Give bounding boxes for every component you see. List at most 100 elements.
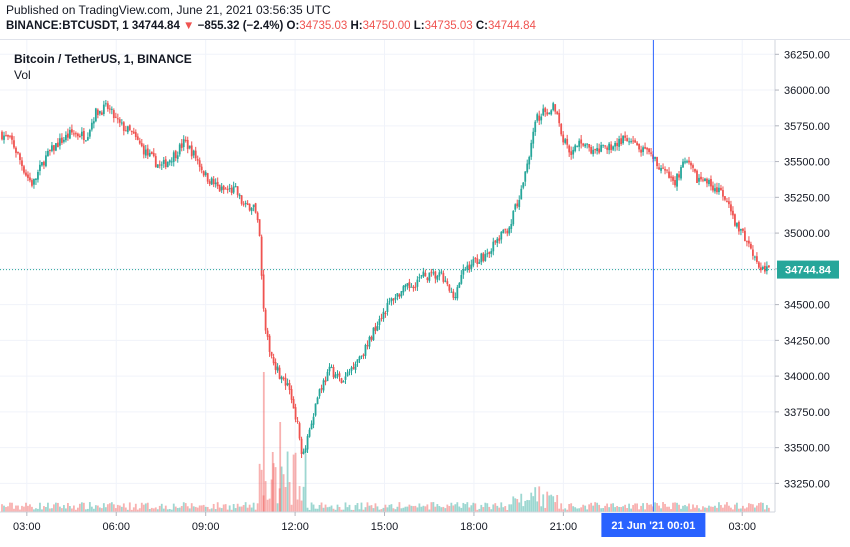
candle-body: [586, 143, 589, 145]
candle-body: [436, 276, 439, 280]
candle-body: [676, 173, 678, 187]
candle-body: [258, 219, 261, 237]
candle-body: [462, 269, 465, 275]
volume-bar: [564, 508, 567, 512]
crosshair-time-tag: [601, 513, 706, 537]
candle-body: [156, 164, 159, 168]
volume-bar: [702, 506, 704, 512]
volume-bar: [194, 506, 197, 512]
volume-bar: [438, 506, 441, 512]
candle-body: [580, 139, 583, 144]
volume-bar: [108, 503, 111, 512]
volume-bar: [390, 504, 393, 512]
candle-body: [622, 135, 624, 144]
candle-body: [65, 134, 67, 141]
volume-bar: [376, 506, 379, 512]
volume-bar: [700, 509, 702, 512]
candle-body: [274, 362, 277, 370]
volume-bar: [336, 504, 339, 512]
volume-bar: [528, 500, 531, 512]
candle-body: [426, 277, 429, 281]
volume-bar: [502, 507, 505, 512]
volume-bar: [538, 486, 541, 512]
volume-bar: [302, 486, 305, 512]
candle-body: [256, 212, 259, 221]
candle-body: [750, 243, 752, 249]
volume-bar: [208, 509, 211, 512]
time-tick-label: 09:00: [192, 521, 220, 533]
volume-bar: [340, 509, 343, 512]
candle-body: [454, 296, 457, 298]
volume-bar: [767, 507, 770, 512]
volume-bar: [642, 503, 644, 512]
candle-body: [312, 416, 315, 425]
volume-bar: [334, 509, 337, 512]
candle-body: [422, 271, 425, 277]
volume-bar: [272, 463, 275, 512]
volume-bar: [562, 509, 565, 512]
volume-bar: [758, 503, 760, 512]
candle-body: [606, 147, 609, 150]
candle-body: [642, 147, 644, 153]
price-chart[interactable]: 36250.00 36000.00 35750.00 35500.00 35250.00…: [0, 40, 850, 547]
volume-bar: [370, 505, 373, 512]
volume-bar: [676, 502, 678, 512]
candle-body: [276, 366, 279, 371]
candle-body: [31, 180, 33, 186]
candle-body: [720, 187, 722, 191]
candle-body: [486, 253, 489, 255]
volume-bar: [98, 507, 101, 512]
volume-bar: [568, 503, 571, 512]
candle-body: [550, 110, 553, 115]
candle-body: [322, 380, 325, 391]
volume-bar: [684, 505, 686, 512]
candle-body: [98, 110, 101, 114]
volume-bar: [308, 509, 311, 512]
candle-body: [760, 267, 762, 271]
candle-body: [763, 265, 766, 272]
candle-body: [468, 264, 471, 270]
candle-body: [63, 139, 65, 142]
volume-bar: [360, 502, 363, 512]
volume-bar: [440, 507, 443, 512]
volume-bar: [508, 504, 511, 512]
candle-body: [618, 138, 621, 147]
candle-body: [582, 143, 585, 146]
candle-body: [33, 178, 35, 185]
volume-bar: [1, 504, 3, 512]
candle-body: [430, 271, 433, 273]
candle-body: [302, 451, 305, 454]
candle-body: [432, 272, 435, 274]
candle-body: [338, 373, 341, 377]
volume-bar: [262, 495, 265, 512]
candle-body: [376, 325, 379, 331]
volume-bar: [43, 506, 45, 512]
volume-bar: [57, 502, 59, 512]
volume-bar: [234, 508, 237, 512]
candle-body: [282, 377, 285, 379]
volume-bar: [765, 505, 768, 512]
candle-body: [516, 203, 519, 207]
chart-overlay: [0, 40, 775, 512]
volume-bar: [600, 508, 603, 512]
volume-bar: [690, 509, 692, 512]
volume-bar: [658, 505, 660, 512]
candle-body: [560, 123, 563, 135]
volume-bar: [418, 503, 421, 512]
volume-bar: [354, 505, 357, 512]
candle-body: [114, 116, 117, 118]
volume-bar: [626, 508, 628, 512]
candle-body: [352, 367, 355, 369]
volume-bar: [382, 507, 385, 512]
volume-bar: [156, 509, 159, 512]
volume-bar: [516, 499, 519, 512]
volume-bar: [498, 507, 501, 512]
volume-bar: [190, 503, 193, 512]
candle-body: [292, 399, 295, 409]
candle-body: [268, 335, 271, 352]
volume-bar: [728, 505, 730, 512]
volume-bar: [372, 508, 375, 512]
candle-body: [656, 157, 658, 167]
volume-bar: [176, 508, 179, 512]
volume-bar: [172, 503, 175, 512]
